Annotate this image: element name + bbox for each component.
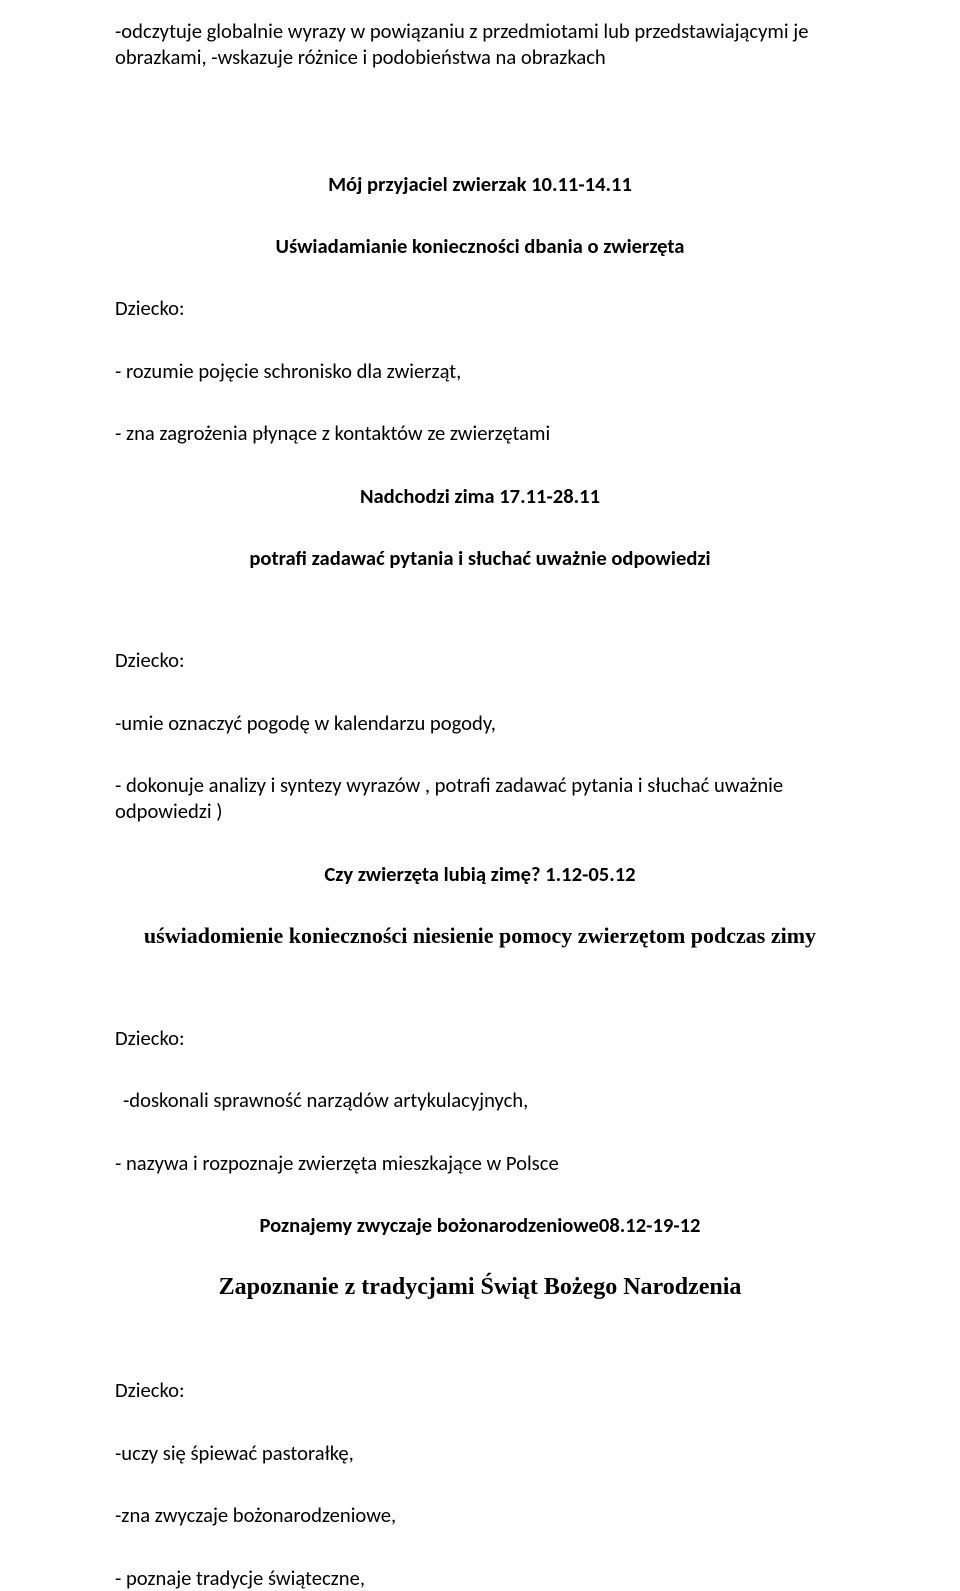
list-item: -umie oznaczyć pogodę w kalendarzu pogod… (115, 710, 845, 736)
spacer (115, 985, 845, 1025)
page: -odczytuje globalnie wyrazy w powiązaniu… (0, 0, 960, 1499)
child-label: Dziecko: (115, 647, 845, 673)
spacer (115, 607, 845, 647)
intro-paragraph: -odczytuje globalnie wyrazy w powiązaniu… (115, 18, 845, 71)
list-item: - rozumie pojęcie schronisko dla zwierzą… (115, 358, 845, 384)
section1-title: Mój przyjaciel zwierzak 10.11-14.11 (115, 171, 845, 197)
list-item: -zna zwyczaje bożonarodzeniowe, (115, 1502, 845, 1528)
section2-title: Nadchodzi zima 17.11-28.11 (115, 483, 845, 509)
child-label: Dziecko: (115, 295, 845, 321)
spacer (115, 107, 845, 171)
list-item: -doskonali sprawność narządów artykulacy… (115, 1087, 845, 1113)
list-item: - zna zagrożenia płynące z kontaktów ze … (115, 420, 845, 446)
section4-title: Poznajemy zwyczaje bożonarodzeniowe08.12… (115, 1212, 845, 1238)
child-label: Dziecko: (115, 1025, 845, 1051)
section3-subtitle: uświadomienie konieczności niesienie pom… (115, 923, 845, 949)
list-item: - dokonuje analizy i syntezy wyrazów , p… (115, 772, 845, 825)
list-item: - nazywa i rozpoznaje zwierzęta mieszkaj… (115, 1150, 845, 1176)
section2-subtitle: potrafi zadawać pytania i słuchać uważni… (115, 545, 845, 571)
section1-subtitle: Uświadamianie konieczności dbania o zwie… (115, 233, 845, 259)
list-item: -uczy się śpiewać pastorałkę, (115, 1440, 845, 1466)
spacer (115, 1337, 845, 1377)
list-item: - poznaje tradycje świąteczne, (115, 1565, 845, 1591)
section3-title: Czy zwierzęta lubią zimę? 1.12-05.12 (115, 861, 845, 887)
section4-subtitle: Zapoznanie z tradycjami Świąt Bożego Nar… (115, 1274, 845, 1301)
child-label: Dziecko: (115, 1377, 845, 1403)
